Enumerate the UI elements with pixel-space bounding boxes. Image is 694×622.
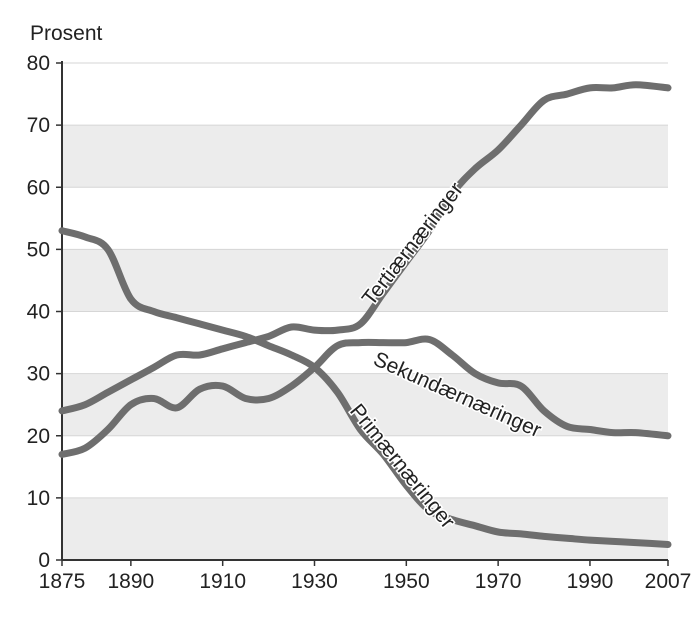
x-tick-label-1930: 1930 — [291, 570, 338, 593]
x-tick-labels: 1875 1890 1910 1930 1950 1970 1990 2007 — [39, 570, 692, 593]
y-tick-label-0: 0 — [38, 549, 50, 572]
y-tick-label-10: 10 — [27, 487, 50, 510]
y-tick-labels: 0 10 20 30 40 50 60 70 80 — [27, 52, 50, 572]
y-tick-label-70: 70 — [27, 114, 50, 137]
band-0-10 — [62, 497, 668, 560]
x-tick-label-2007: 2007 — [645, 570, 692, 593]
axes — [56, 61, 669, 566]
x-tick-label-1990: 1990 — [567, 570, 614, 593]
x-tick-label-1950: 1950 — [383, 570, 430, 593]
series-line-terti-rn-ringer — [58, 81, 672, 415]
y-tick-label-20: 20 — [27, 425, 50, 448]
y-axis-title: Prosent — [30, 22, 103, 45]
band-40-50 — [62, 249, 668, 312]
series-line-prim-rn-ringer — [58, 227, 672, 548]
band-10-20 — [62, 435, 668, 498]
y-tick-label-60: 60 — [27, 176, 50, 199]
band-60-70 — [62, 125, 668, 188]
x-tick-label-1890: 1890 — [108, 570, 155, 593]
series-lines — [58, 81, 672, 548]
y-tick-label-30: 30 — [27, 363, 50, 386]
x-tick-label-1970: 1970 — [475, 570, 522, 593]
x-tick-label-1875: 1875 — [39, 570, 86, 593]
y-tick-label-40: 40 — [27, 301, 50, 324]
series-line-sekund-rn-ringer — [58, 335, 672, 458]
y-tick-label-50: 50 — [27, 238, 50, 261]
band-50-60 — [62, 187, 668, 250]
x-tick-label-1910: 1910 — [199, 570, 246, 593]
y-tick-label-80: 80 — [27, 52, 50, 75]
